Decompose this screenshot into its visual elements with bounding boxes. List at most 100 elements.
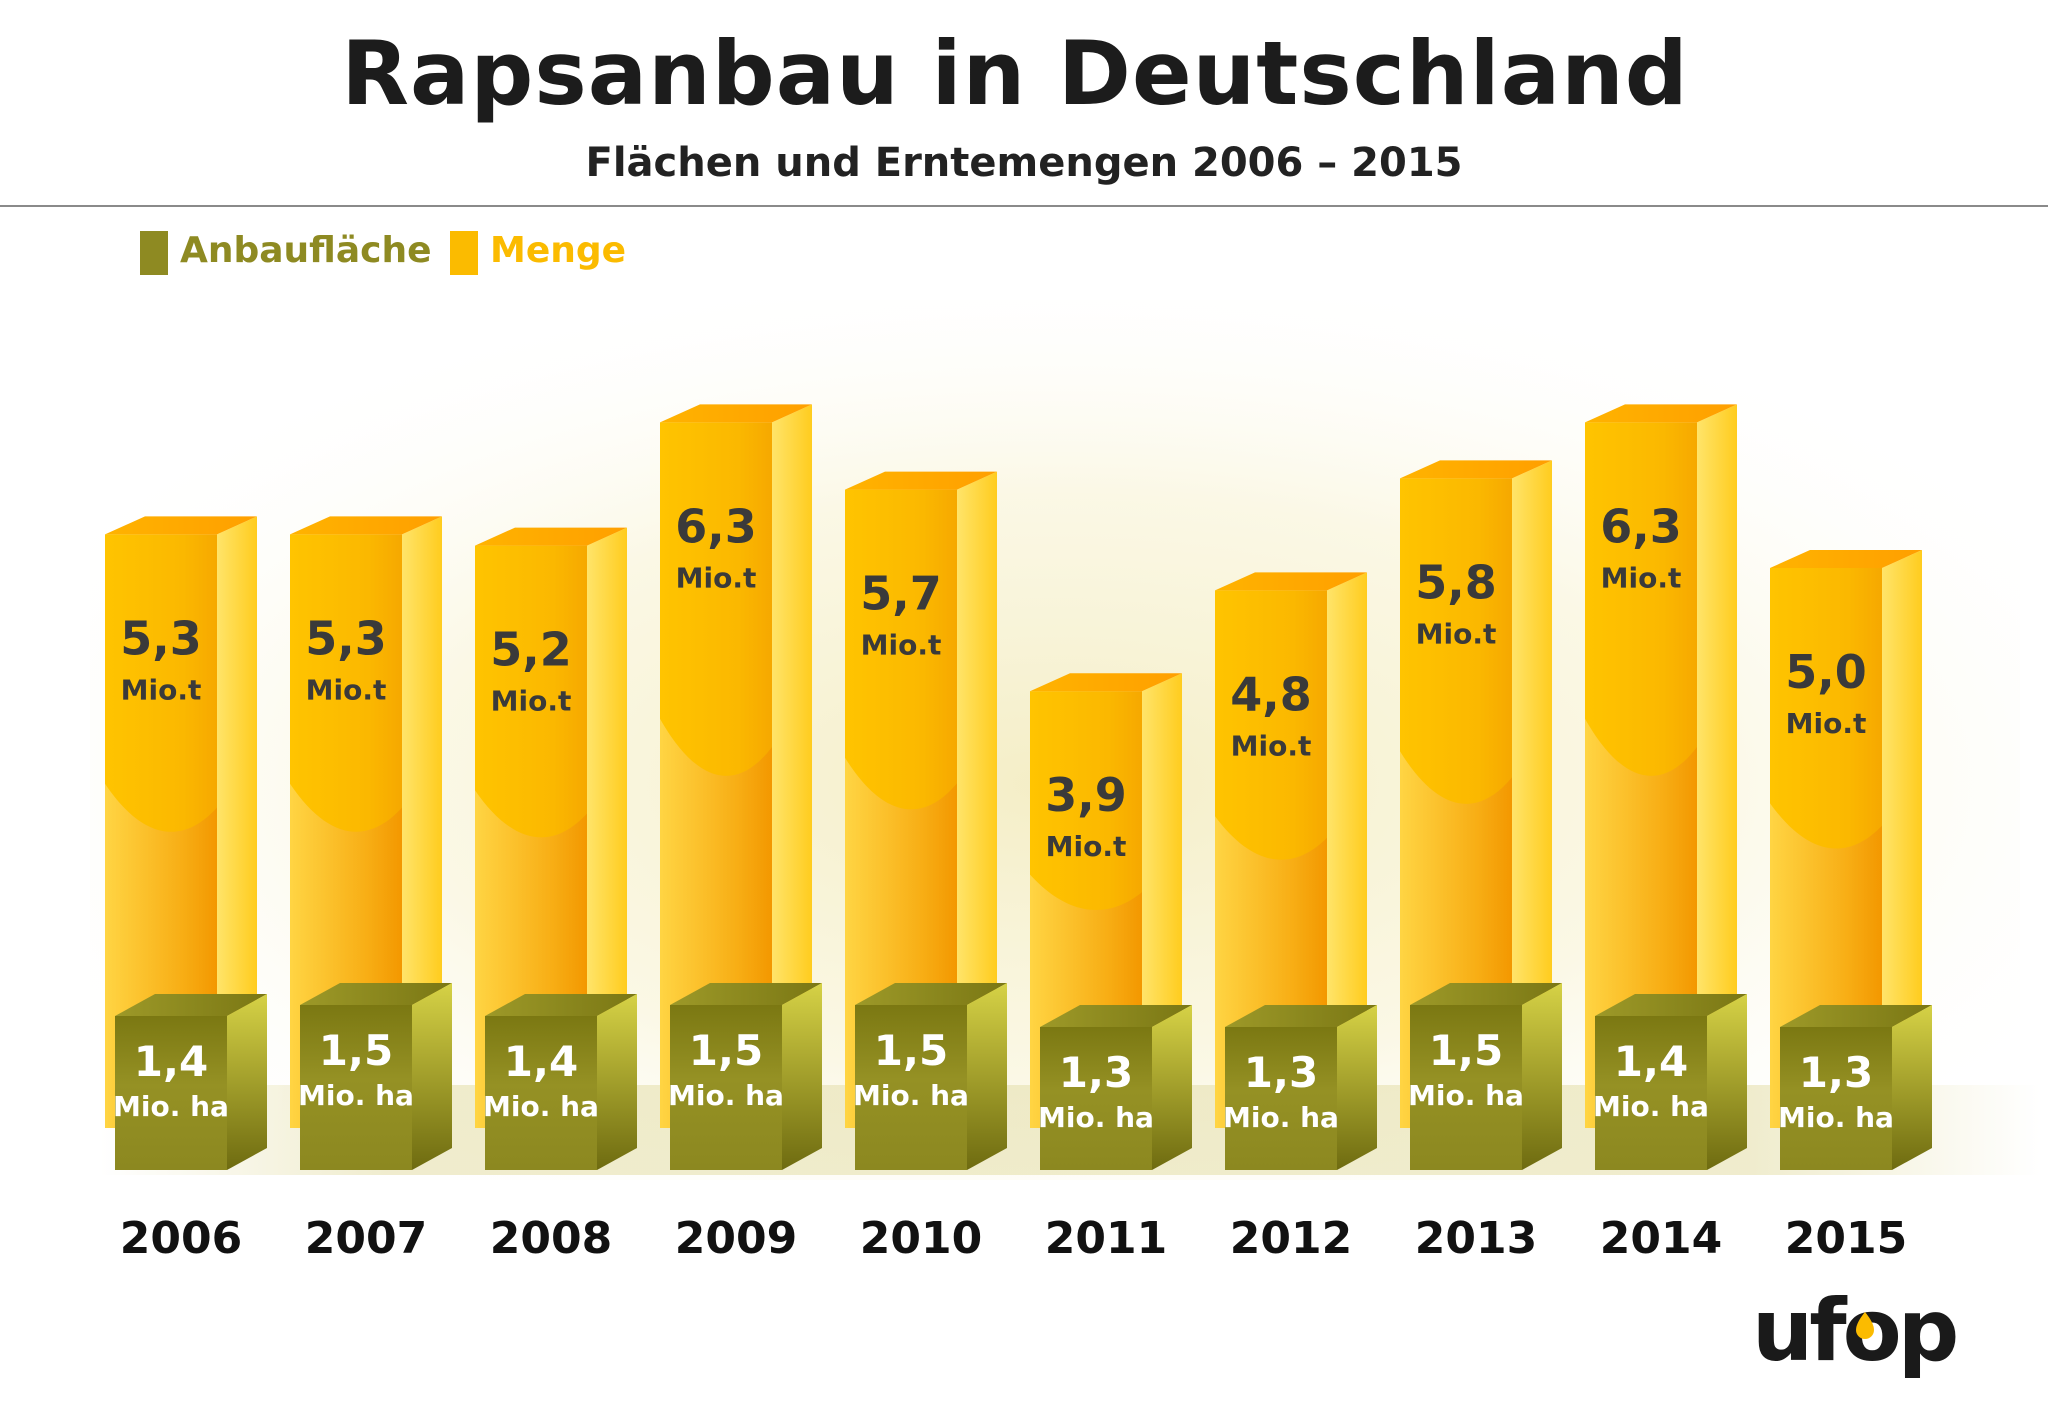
- flaeche-unit-label: Mio. ha: [1223, 1101, 1339, 1134]
- menge-unit-label: Mio.t: [1786, 707, 1867, 740]
- menge-bar-side: [1697, 404, 1737, 1128]
- menge-bar-side: [957, 471, 997, 1129]
- menge-value-label: 4,8: [1230, 667, 1312, 721]
- flaeche-bar-side: [782, 983, 822, 1170]
- flaeche-unit-label: Mio. ha: [1778, 1101, 1894, 1134]
- flaeche-bar-front: [1040, 1027, 1152, 1170]
- flaeche-bar-side: [412, 983, 452, 1170]
- flaeche-unit-label: Mio. ha: [1408, 1079, 1524, 1112]
- flaeche-bar-side: [967, 983, 1007, 1170]
- menge-value-label: 3,9: [1045, 768, 1127, 822]
- year-tick-label: 2007: [305, 1213, 427, 1264]
- menge-value-label: 5,0: [1785, 645, 1867, 699]
- ufop-logo: ufop: [1752, 1282, 1960, 1381]
- menge-unit-label: Mio.t: [121, 673, 202, 706]
- menge-value-label: 5,8: [1415, 555, 1497, 609]
- flaeche-bar-front: [670, 1005, 782, 1170]
- chart-subtitle: Flächen und Erntemengen 2006 – 2015: [585, 140, 1463, 186]
- flaeche-bar-side: [227, 994, 267, 1170]
- menge-bar-top: [845, 471, 997, 490]
- menge-bar-top: [1400, 460, 1552, 479]
- flaeche-bar-front: [1780, 1027, 1892, 1170]
- menge-bar-top: [105, 516, 257, 535]
- legend-swatch-anbauflaeche: [140, 231, 168, 275]
- flaeche-bar-side: [1152, 1005, 1192, 1170]
- bars-group: [105, 404, 1932, 1170]
- menge-unit-label: Mio.t: [861, 629, 942, 662]
- year-tick-label: 2015: [1785, 1213, 1907, 1264]
- flaeche-unit-label: Mio. ha: [668, 1079, 784, 1112]
- year-tick-label: 2009: [675, 1213, 797, 1264]
- menge-bar-side: [217, 516, 257, 1128]
- menge-unit-label: Mio.t: [1416, 617, 1497, 650]
- menge-bar-side: [1512, 460, 1552, 1128]
- menge-unit-label: Mio.t: [306, 673, 387, 706]
- flaeche-unit-label: Mio. ha: [853, 1079, 969, 1112]
- flaeche-bar-top: [1595, 994, 1747, 1016]
- menge-bar-side: [587, 527, 627, 1128]
- year-tick-label: 2014: [1600, 1213, 1722, 1264]
- menge-unit-label: Mio.t: [676, 561, 757, 594]
- flaeche-value-label: 1,3: [1799, 1048, 1873, 1097]
- flaeche-unit-label: Mio. ha: [483, 1090, 599, 1123]
- menge-bar-side: [1882, 550, 1922, 1128]
- legend-swatch-menge: [450, 231, 478, 275]
- labels-group: 5,3 Mio.t 1,4 Mio. ha 2006 5,3 Mio.t 1,5 Mio. ha…: [113, 499, 1907, 1264]
- menge-unit-label: Mio.t: [491, 685, 572, 718]
- flaeche-value-label: 1,3: [1059, 1048, 1133, 1097]
- year-tick-label: 2010: [860, 1213, 982, 1264]
- flaeche-bar-top: [670, 983, 822, 1005]
- flaeche-bar-front: [485, 1016, 597, 1170]
- flaeche-value-label: 1,5: [689, 1026, 763, 1075]
- flaeche-bar-front: [1225, 1027, 1337, 1170]
- flaeche-bar-side: [597, 994, 637, 1170]
- menge-bar-top: [290, 516, 442, 535]
- flaeche-bar-top: [300, 983, 452, 1005]
- menge-value-label: 5,3: [305, 611, 387, 665]
- flaeche-unit-label: Mio. ha: [1593, 1090, 1709, 1123]
- year-tick-label: 2006: [120, 1213, 242, 1264]
- menge-bar-side: [1327, 572, 1367, 1128]
- flaeche-unit-label: Mio. ha: [113, 1090, 229, 1123]
- year-tick-label: 2011: [1045, 1213, 1167, 1264]
- flaeche-bar-top: [115, 994, 267, 1016]
- flaeche-bar-top: [485, 994, 637, 1016]
- menge-unit-label: Mio.t: [1046, 830, 1127, 863]
- header-divider: [0, 205, 2048, 207]
- flaeche-bar-top: [1225, 1005, 1377, 1027]
- flaeche-bar-top: [1040, 1005, 1192, 1027]
- flaeche-value-label: 1,5: [319, 1026, 393, 1075]
- menge-value-label: 6,3: [1600, 499, 1682, 553]
- flaeche-value-label: 1,4: [1614, 1037, 1688, 1086]
- menge-value-label: 5,7: [860, 567, 942, 621]
- flaeche-bar-side: [1892, 1005, 1932, 1170]
- flaeche-unit-label: Mio. ha: [298, 1079, 414, 1112]
- year-tick-label: 2012: [1230, 1213, 1352, 1264]
- flaeche-bar-front: [1595, 1016, 1707, 1170]
- flaeche-unit-label: Mio. ha: [1038, 1101, 1154, 1134]
- chart-title: Rapsanbau in Deutschland: [341, 22, 1689, 125]
- year-tick-label: 2013: [1415, 1213, 1537, 1264]
- flaeche-value-label: 1,4: [134, 1037, 208, 1086]
- legend-label-anbauflaeche: Anbaufläche: [180, 230, 432, 271]
- menge-bar-top: [1770, 550, 1922, 568]
- menge-bar-top: [1030, 673, 1182, 692]
- menge-value-label: 6,3: [675, 499, 757, 553]
- flaeche-value-label: 1,5: [874, 1026, 948, 1075]
- flaeche-bar-top: [1780, 1005, 1932, 1027]
- menge-value-label: 5,2: [490, 623, 572, 677]
- menge-bar-top: [1215, 572, 1367, 591]
- menge-unit-label: Mio.t: [1601, 561, 1682, 594]
- flaeche-bar-front: [115, 1016, 227, 1170]
- flaeche-bar-front: [1410, 1005, 1522, 1170]
- flaeche-bar-side: [1522, 983, 1562, 1170]
- flaeche-bar-top: [855, 983, 1007, 1005]
- flaeche-bar-front: [300, 1005, 412, 1170]
- menge-bar-top: [475, 527, 627, 546]
- oil-drop-icon: [1856, 1312, 1874, 1339]
- flaeche-bar-side: [1337, 1005, 1377, 1170]
- flaeche-bar-side: [1707, 994, 1747, 1170]
- year-tick-label: 2008: [490, 1213, 612, 1264]
- flaeche-bar-top: [1410, 983, 1562, 1005]
